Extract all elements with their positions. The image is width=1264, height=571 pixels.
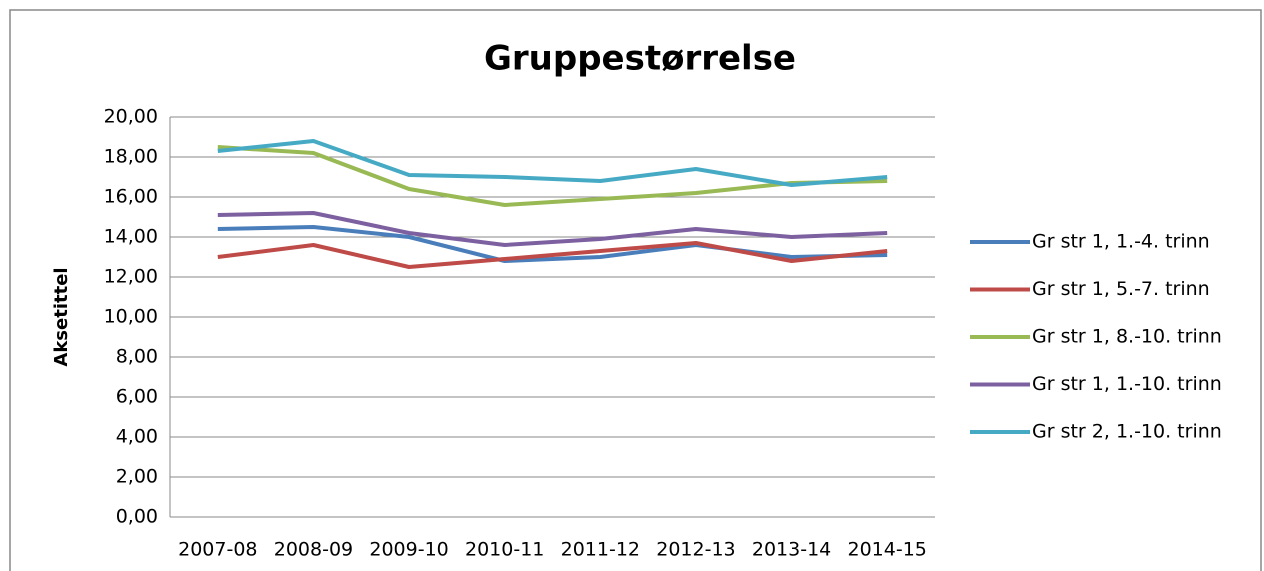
chart-title: Gruppestørrelse xyxy=(484,39,796,79)
y-axis-title: Aksetittel xyxy=(51,267,72,366)
x-tick-label: 2010-11 xyxy=(465,539,544,561)
x-tick-label: 2009-10 xyxy=(369,539,448,561)
series-line xyxy=(217,139,888,187)
x-tick-label: 2012-13 xyxy=(656,539,735,561)
y-tick-label: 18,00 xyxy=(104,146,158,168)
series-line xyxy=(217,225,888,263)
y-tick-label: 10,00 xyxy=(104,306,158,328)
x-tick-label: 2008-09 xyxy=(274,539,353,561)
legend-label: Gr str 1, 1.-10. trinn xyxy=(1032,373,1222,395)
x-tick-label: 2014-15 xyxy=(847,539,926,561)
x-tick-label: 2013-14 xyxy=(752,539,831,561)
legend-label: Gr str 2, 1.-10. trinn xyxy=(1032,421,1222,443)
y-tick-label: 4,00 xyxy=(116,426,158,448)
legend-label: Gr str 1, 1.-4. trinn xyxy=(1032,231,1210,253)
y-tick-label: 2,00 xyxy=(116,466,158,488)
series-line xyxy=(217,145,888,207)
y-tick-label: 20,00 xyxy=(104,106,158,128)
legend-label: Gr str 1, 8.-10. trinn xyxy=(1032,326,1222,348)
y-tick-label: 8,00 xyxy=(116,346,158,368)
y-tick-label: 14,00 xyxy=(104,226,158,248)
y-tick-label: 12,00 xyxy=(104,266,158,288)
series-line xyxy=(217,241,888,269)
y-tick-label: 0,00 xyxy=(116,506,158,528)
series-line xyxy=(217,211,888,247)
y-tick-label: 6,00 xyxy=(116,386,158,408)
y-tick-label: 16,00 xyxy=(104,186,158,208)
legend-label: Gr str 1, 5.-7. trinn xyxy=(1032,278,1210,300)
x-tick-label: 2007-08 xyxy=(178,539,257,561)
x-tick-label: 2011-12 xyxy=(561,539,640,561)
